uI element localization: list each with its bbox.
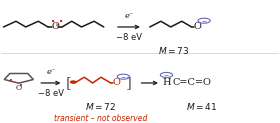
Text: e⁻: e⁻ <box>124 12 134 20</box>
Text: −: − <box>121 74 126 79</box>
Text: ·: · <box>19 81 23 91</box>
Text: ]: ] <box>126 76 132 90</box>
Text: $\mathit{M} = 41$: $\mathit{M} = 41$ <box>186 101 217 112</box>
Text: $\mathit{M} = 72$: $\mathit{M} = 72$ <box>85 101 117 112</box>
Circle shape <box>71 81 76 83</box>
Text: H: H <box>162 78 171 87</box>
Text: ✕: ✕ <box>55 23 59 28</box>
Text: O: O <box>16 84 22 92</box>
Text: C=C=O: C=C=O <box>172 78 211 87</box>
Text: −8 eV: −8 eV <box>38 89 64 98</box>
Text: transient – not observed: transient – not observed <box>54 114 148 123</box>
Text: O: O <box>51 23 59 31</box>
Text: −8 eV: −8 eV <box>116 33 142 42</box>
Text: −: − <box>201 18 207 23</box>
Text: O: O <box>112 78 120 87</box>
Text: O: O <box>193 23 201 31</box>
Text: $\mathit{M} = 73$: $\mathit{M} = 73$ <box>158 46 189 56</box>
Text: ·: · <box>51 17 55 27</box>
Text: [: [ <box>66 76 72 90</box>
Text: ·: · <box>59 17 63 27</box>
Text: ·: · <box>9 76 13 86</box>
Text: e⁻: e⁻ <box>46 68 55 76</box>
Text: −: − <box>164 72 169 77</box>
